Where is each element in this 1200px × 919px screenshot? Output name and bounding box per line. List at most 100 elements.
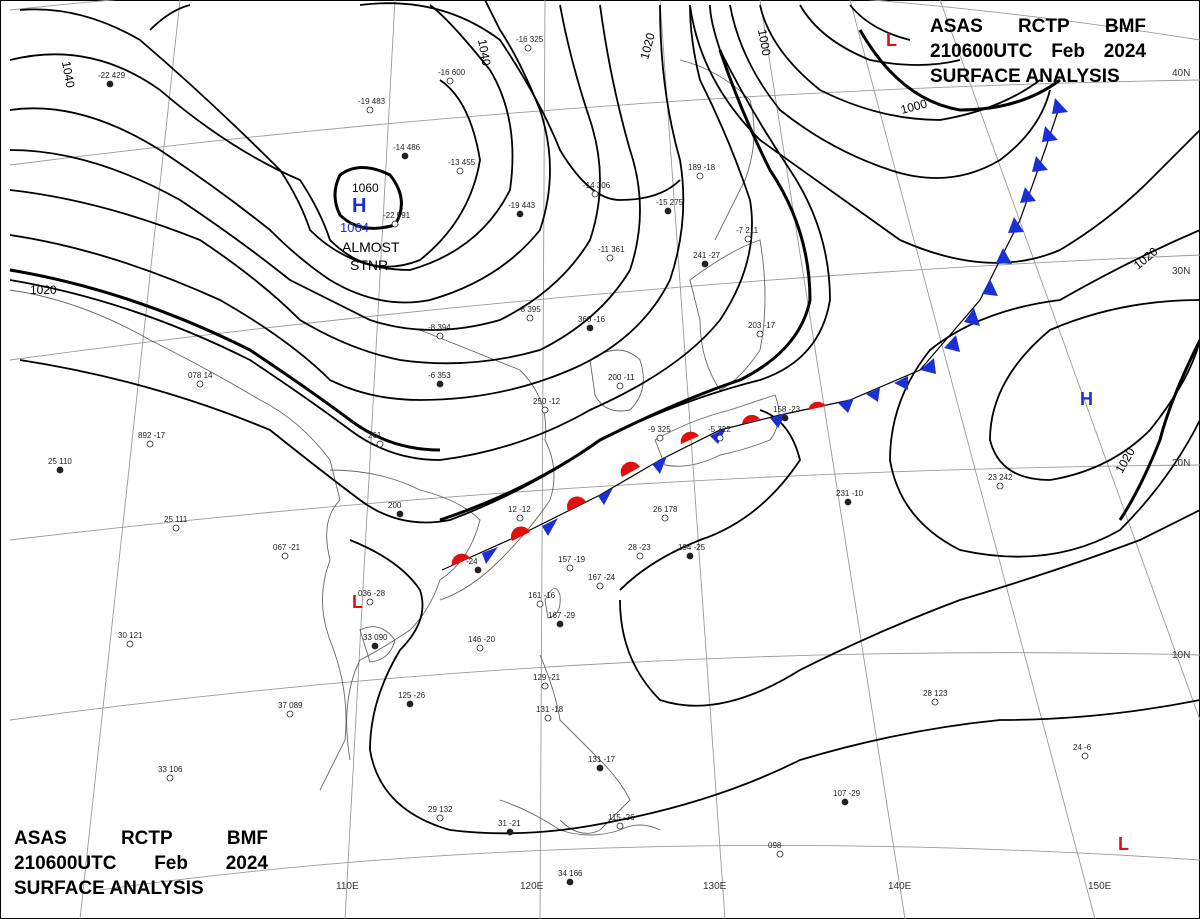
stationary-front	[441, 98, 1068, 571]
cold-front-barb	[996, 248, 1012, 264]
station-plot-text: 33 090	[363, 633, 388, 642]
lat-10n-line	[9, 652, 1200, 721]
station-plot-text: 158 -23	[773, 405, 801, 414]
station-plot-text: 200	[388, 501, 402, 510]
station-plot-text: 28 -23	[628, 543, 651, 552]
station-marker-icon	[536, 600, 544, 608]
isobar-1024	[9, 4, 685, 401]
station-plot-text: 036 -28	[358, 589, 386, 598]
station-plot-text: -16 325	[516, 35, 544, 44]
isobar-1020-bold-mid	[439, 49, 812, 522]
longitude-label: 130E	[703, 881, 727, 892]
header-center: RCTP	[1017, 16, 1070, 37]
station-plot-text: -19 483	[358, 97, 386, 106]
station-plot-text: -14 486	[393, 143, 421, 152]
cold-front-barb	[1032, 156, 1048, 172]
station-plot-text: 129 -21	[533, 673, 561, 682]
station-marker-icon	[371, 642, 379, 650]
station-plot-text: -14 306	[583, 181, 611, 190]
isobar-1000-bold	[858, 29, 1061, 112]
lat-50n-line	[9, 0, 1200, 41]
latitude-label: 40N	[1172, 68, 1191, 79]
hainan-coast	[359, 626, 396, 663]
philippines-coast	[539, 654, 631, 834]
isobar-label: 1060	[352, 181, 379, 195]
lon-150e-line	[849, 0, 1096, 919]
warm-front-bump	[451, 553, 470, 566]
station-marker-icon	[146, 440, 154, 448]
cold-front-barb	[1042, 126, 1058, 142]
longitude-label: 140E	[888, 881, 912, 892]
isobar-992	[849, 4, 911, 41]
station-marker-icon	[436, 814, 444, 822]
station-marker-icon	[656, 434, 664, 442]
station-marker-icon	[744, 235, 752, 243]
station-plot-text: 167 -24	[588, 573, 616, 582]
header-line-1: ASAS RCTP BMF	[930, 14, 1146, 39]
cold-front-barb	[894, 376, 908, 390]
station-marker-icon	[541, 682, 549, 690]
isobar-1016-south	[619, 409, 801, 591]
header-product: ASAS	[14, 828, 67, 849]
station-plots: -22 429 -19 483 -16 600 -14 486 -22 591 -13 4…	[48, 35, 1092, 886]
station-marker-icon	[446, 77, 454, 85]
station-plot-text: 146 -20	[468, 635, 496, 644]
cold-front-barb	[1008, 217, 1024, 233]
header-line-1: ASAS RCTP BMF	[14, 826, 268, 851]
cold-front-barb	[982, 279, 998, 296]
isobars	[9, 0, 1200, 835]
isobar-label: 1000	[755, 28, 773, 57]
cold-front-barbs	[482, 98, 1068, 564]
low-pressure-icon: L	[1118, 834, 1129, 854]
lon-160e-line	[939, 0, 1200, 721]
korea-coast	[589, 349, 644, 412]
station-plot-text: -8 394	[428, 323, 451, 332]
station-marker-icon	[701, 260, 709, 268]
high-pressure-note: STNR	[350, 257, 388, 273]
cold-front-barb	[838, 398, 854, 413]
station-marker-icon	[436, 332, 444, 340]
station-plot-text: 23 242	[988, 473, 1013, 482]
warm-front-bump	[620, 461, 640, 477]
station-plot-text: 241 -27	[693, 251, 721, 260]
station-plot-text: 231 -10	[836, 489, 864, 498]
station-marker-icon	[776, 850, 784, 858]
station-marker-icon	[166, 774, 174, 782]
warm-front-bump	[566, 496, 586, 511]
station-plot-text: -11 361	[598, 245, 625, 254]
isobar-1016-southeast	[619, 509, 1200, 707]
station-plot-text: 31 -21	[498, 819, 521, 828]
header-code: BMF	[226, 828, 268, 849]
cold-front-barb	[598, 488, 613, 505]
station-plot-text: 131 -17	[588, 755, 616, 764]
latitude-label: 30N	[1172, 266, 1191, 277]
station-marker-icon	[696, 172, 704, 180]
header-month: Feb	[1051, 41, 1085, 62]
station-marker-icon	[456, 167, 464, 175]
station-marker-icon	[686, 552, 694, 560]
taiwan-coast	[544, 588, 561, 619]
isobar-1008	[689, 4, 1200, 264]
china-coast	[329, 469, 481, 761]
coastlines	[9, 59, 780, 836]
lat-40n-line	[9, 79, 1200, 166]
station-marker-icon	[616, 822, 624, 830]
isobar-1020-bold-west	[9, 268, 441, 452]
longitude-label: 150E	[1088, 881, 1112, 892]
station-plot-text: 125 -26	[398, 691, 426, 700]
station-marker-icon	[636, 552, 644, 560]
station-plot-text: 25 111	[164, 515, 188, 524]
isobar-1012-south	[349, 539, 1200, 835]
station-marker-icon	[566, 878, 574, 886]
station-marker-icon	[401, 152, 409, 160]
station-plot-text: -8 395	[518, 305, 541, 314]
isobar-1004	[729, 4, 1051, 179]
header-center: RCTP	[120, 828, 173, 849]
cold-front-barb	[866, 388, 880, 402]
station-plot-text: 157 -19	[558, 555, 586, 564]
station-plot-text: 24 -6	[1073, 743, 1092, 752]
station-marker-icon	[391, 220, 399, 228]
isobar-1044	[19, 4, 514, 271]
warm-front-bump	[510, 526, 530, 541]
isobar-label: 1020	[30, 283, 57, 297]
